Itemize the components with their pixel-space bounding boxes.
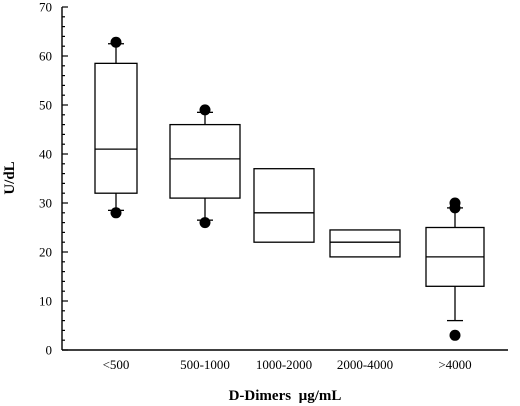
outlier-point bbox=[110, 36, 122, 48]
y-axis-title: U/dL bbox=[2, 161, 18, 194]
y-tick-label: 20 bbox=[39, 245, 52, 260]
y-tick-label: 40 bbox=[39, 147, 52, 162]
outlier-point bbox=[110, 207, 122, 219]
box-4 bbox=[329, 229, 401, 258]
x-tick-label: <500 bbox=[103, 357, 130, 372]
box-iqr bbox=[94, 62, 138, 194]
outlier-point bbox=[199, 217, 211, 229]
box-series bbox=[94, 36, 485, 341]
y-tick-label: 30 bbox=[39, 196, 52, 211]
outlier-point bbox=[449, 329, 461, 341]
x-axis-title: D-Dimers µg/mL bbox=[229, 388, 342, 404]
y-axis-ticks: 0 10 20 30 40 50 60 70 bbox=[39, 0, 68, 358]
box-iqr bbox=[169, 123, 241, 199]
box-iqr bbox=[329, 229, 401, 258]
x-tick-label: 500-1000 bbox=[180, 357, 230, 372]
box-1 bbox=[94, 36, 138, 219]
y-tick-label: 50 bbox=[39, 98, 52, 113]
box-2 bbox=[169, 104, 241, 229]
y-tick-label: 60 bbox=[39, 49, 52, 64]
x-tick-label: 2000-4000 bbox=[337, 357, 393, 372]
y-tick-label: 10 bbox=[39, 294, 52, 309]
outlier-point bbox=[449, 197, 461, 209]
x-axis-tick-labels: <500 500-1000 1000-2000 2000-4000 >4000 bbox=[103, 357, 472, 372]
x-tick-label: 1000-2000 bbox=[256, 357, 312, 372]
outlier-point bbox=[199, 104, 211, 116]
box-5 bbox=[425, 197, 485, 341]
box-3 bbox=[253, 168, 315, 243]
box-iqr bbox=[253, 168, 315, 243]
y-tick-label: 0 bbox=[46, 343, 53, 358]
axes bbox=[61, 7, 508, 351]
x-tick-label: >4000 bbox=[438, 357, 471, 372]
y-tick-label: 70 bbox=[39, 0, 52, 15]
